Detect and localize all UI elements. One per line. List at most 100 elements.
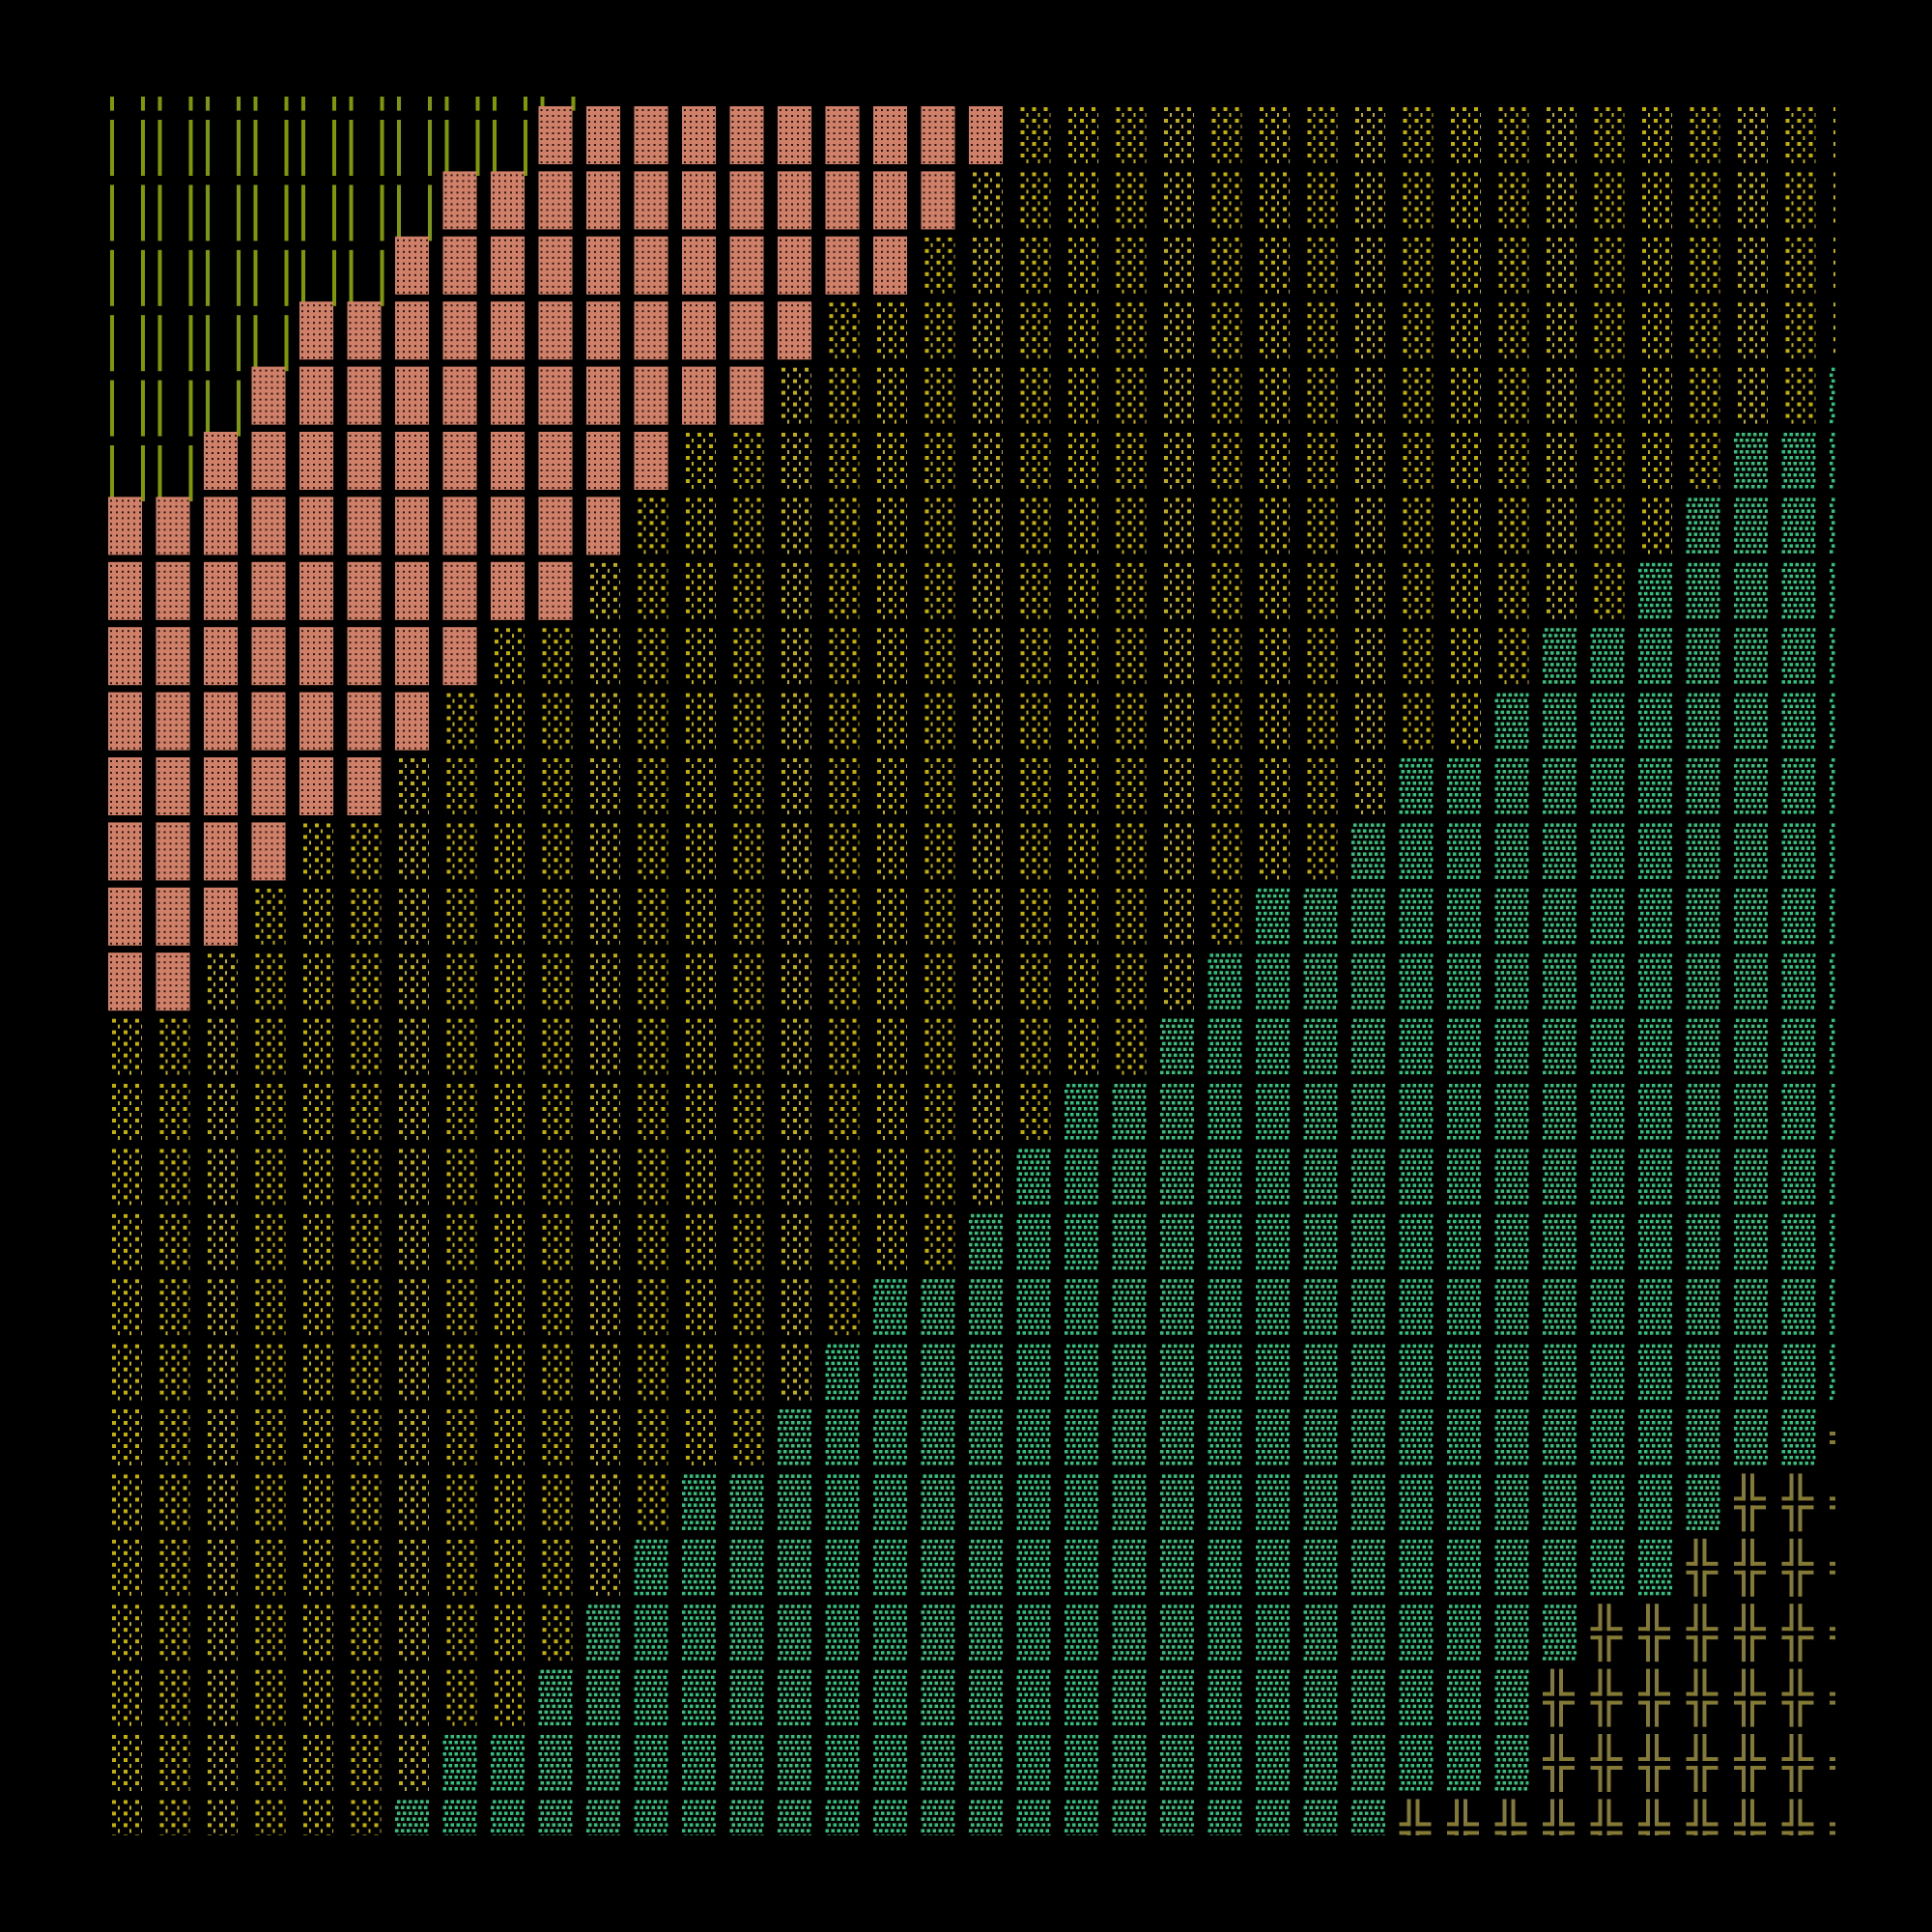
light-shade-glyph (873, 433, 907, 490)
medium-shade-glyph (1016, 1799, 1051, 1835)
medium-shade-glyph (1016, 1343, 1051, 1402)
light-shade-glyph (251, 1149, 286, 1207)
light-shade-glyph (1016, 1084, 1051, 1141)
light-shade-glyph (442, 1669, 477, 1727)
light-shade-glyph (538, 1474, 573, 1532)
medium-shade-glyph (1303, 1668, 1338, 1727)
double-cross-glyph (1686, 1538, 1719, 1597)
light-shade-glyph (1494, 107, 1529, 164)
medium-shade-glyph (1686, 1148, 1720, 1207)
dark-shade-glyph (204, 497, 238, 555)
dark-shade-glyph (299, 627, 333, 686)
light-shade-glyph (1543, 562, 1577, 620)
medium-shade-glyph (1399, 1604, 1434, 1662)
light-shade-glyph (1590, 237, 1625, 295)
light-shade-glyph (634, 1344, 668, 1402)
medium-shade-glyph (1830, 1017, 1835, 1076)
light-shade-glyph (1208, 758, 1242, 815)
light-shade-glyph (395, 1018, 429, 1076)
medium-shade-glyph (1830, 757, 1835, 815)
dark-shade-glyph (395, 366, 429, 425)
light-shade-glyph (1638, 302, 1672, 360)
double-vertical-line-glyph (110, 185, 145, 242)
light-shade-glyph (682, 1018, 716, 1076)
light-shade-glyph (347, 1474, 382, 1532)
medium-shade-glyph (1399, 822, 1434, 881)
double-vertical-line-glyph (349, 97, 384, 111)
double-vertical-line-glyph (540, 97, 576, 111)
light-shade-glyph (1065, 433, 1098, 490)
medium-shade-glyph (778, 1408, 811, 1466)
light-shade-glyph (634, 758, 668, 815)
light-shade-glyph (442, 888, 477, 946)
light-shade-glyph (1065, 562, 1098, 620)
light-shade-glyph (204, 1735, 238, 1792)
dark-shade-glyph (873, 106, 907, 164)
medium-shade-glyph (1160, 1538, 1194, 1597)
light-shade-glyph (729, 1018, 764, 1076)
medium-shade-glyph (921, 1278, 955, 1337)
medium-shade-glyph (1543, 692, 1577, 751)
light-shade-glyph (299, 1669, 333, 1727)
light-shade-glyph (1638, 237, 1672, 295)
light-shade-glyph (1447, 433, 1481, 490)
dark-shade-glyph (921, 106, 955, 164)
double-vertical-line-glyph (397, 185, 432, 242)
dark-shade-glyph (491, 497, 525, 555)
dark-shade-glyph (442, 627, 477, 686)
medium-shade-glyph (1830, 497, 1835, 555)
light-shade-glyph (682, 1213, 716, 1271)
light-shade-glyph (251, 1344, 286, 1402)
medium-shade-glyph (1734, 757, 1768, 815)
light-shade-glyph (729, 1213, 764, 1271)
light-shade-glyph (921, 823, 955, 881)
double-cross-glyph (1686, 1734, 1719, 1792)
medium-shade-glyph (1447, 1473, 1481, 1532)
medium-shade-glyph (1590, 1473, 1625, 1532)
light-shade-glyph (395, 1669, 429, 1727)
light-shade-glyph (825, 1149, 860, 1207)
medium-shade-glyph (1208, 1604, 1242, 1662)
light-shade-glyph (251, 1474, 286, 1532)
light-shade-glyph (1734, 107, 1768, 164)
medium-shade-glyph (1686, 757, 1720, 815)
light-shade-glyph (778, 1018, 811, 1076)
light-shade-glyph (1399, 107, 1434, 164)
dark-shade-glyph (491, 171, 525, 230)
light-shade-glyph (1494, 367, 1529, 425)
medium-shade-glyph (1781, 692, 1816, 751)
light-shade-glyph (634, 562, 668, 620)
medium-shade-glyph (1160, 1017, 1194, 1076)
light-shade-glyph (825, 367, 860, 425)
light-shade-glyph (442, 693, 477, 751)
dark-shade-glyph (156, 561, 190, 620)
light-shade-glyph (682, 1344, 716, 1402)
light-shade-glyph (873, 1018, 907, 1076)
light-shade-glyph (299, 1409, 333, 1466)
dark-shade-glyph (442, 366, 477, 425)
medium-shade-glyph (1351, 1017, 1385, 1076)
light-shade-glyph (1638, 172, 1672, 230)
medium-shade-glyph (1112, 1083, 1147, 1141)
dark-shade-glyph (251, 366, 286, 425)
dark-shade-glyph (395, 692, 429, 751)
medium-shade-glyph (873, 1604, 907, 1662)
light-shade-glyph (1686, 433, 1720, 490)
light-shade-glyph (491, 1018, 525, 1076)
light-shade-glyph (1686, 172, 1720, 230)
medium-shade-glyph (1494, 1408, 1529, 1466)
double-cross-glyph (1830, 1604, 1835, 1662)
medium-shade-glyph (1112, 1604, 1147, 1662)
double-cross-glyph (1590, 1604, 1623, 1662)
light-shade-glyph (347, 1735, 382, 1792)
light-shade-glyph (682, 953, 716, 1011)
double-cross-glyph (1638, 1668, 1670, 1727)
light-shade-glyph (729, 433, 764, 490)
dark-shade-glyph (395, 432, 429, 490)
double-cross-glyph (1830, 1473, 1835, 1532)
medium-shade-glyph (969, 1343, 1003, 1402)
light-shade-glyph (538, 1018, 573, 1076)
medium-shade-glyph (1208, 1083, 1242, 1141)
light-shade-glyph (299, 1605, 333, 1662)
light-shade-glyph (1160, 237, 1194, 295)
